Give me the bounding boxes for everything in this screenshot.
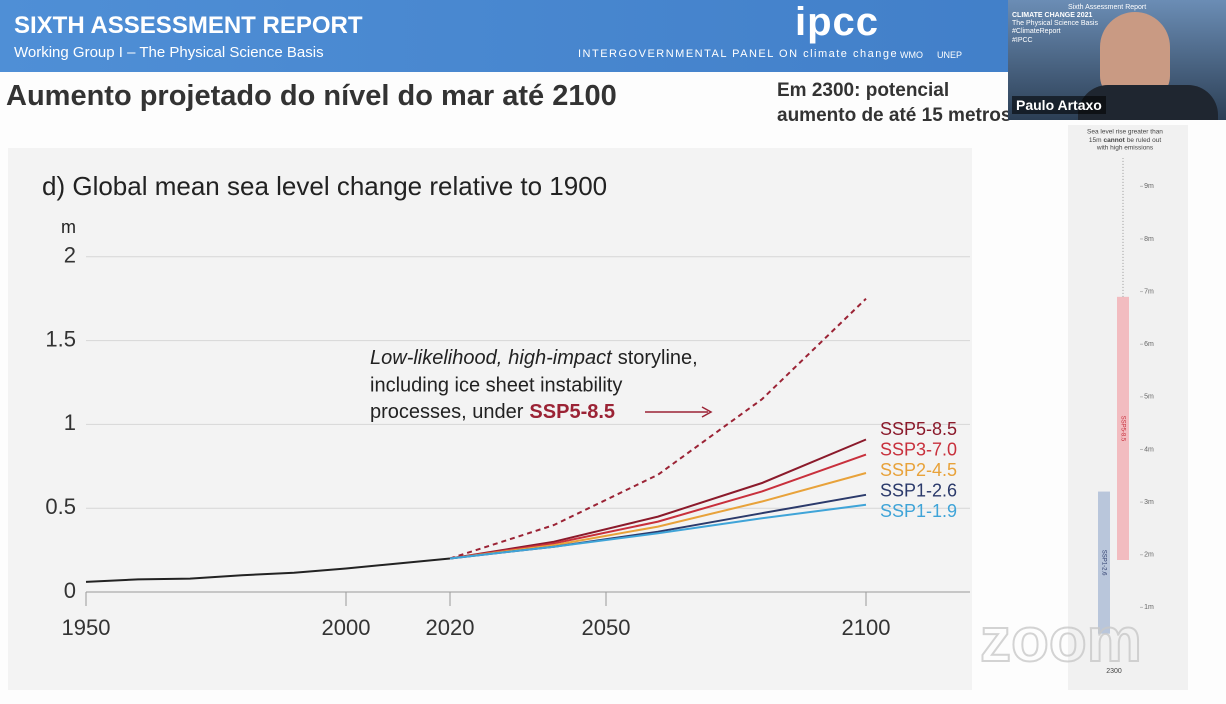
bar-label: SSP5-8.5 [1119, 416, 1125, 442]
y-tick-label: 1.5 [45, 326, 76, 351]
legend-label: SSP2-4.5 [880, 460, 957, 480]
legend-label: SSP1-1.9 [880, 501, 957, 521]
overlay-text: Sixth Assessment Report [1068, 4, 1147, 11]
annotation-part: processes, under [370, 401, 524, 423]
series-line [449, 503, 867, 560]
x-tick-label: 2020 [426, 615, 475, 640]
overlay-text: #IPCC [1012, 37, 1033, 44]
y-axis-label: m [61, 217, 76, 237]
title-part: cannot [1104, 137, 1126, 144]
partner: WMO [900, 50, 923, 60]
range-bar [1117, 296, 1129, 560]
y-tick-label: 2m [1144, 552, 1154, 559]
x-tick-label: 1950 [62, 615, 111, 640]
y-tick-label: 0.5 [45, 494, 76, 519]
y-tick-label: 1m [1144, 604, 1154, 611]
series-line [449, 297, 867, 560]
series-line [449, 472, 867, 560]
logo: ipcc [795, 0, 880, 44]
note-line: Em 2300: potencial [777, 80, 950, 101]
overlay-text: CLIMATE CHANGE 2021 [1012, 12, 1093, 19]
annotation-part: high-impact [508, 347, 613, 369]
note-line: aumento de até 15 metros [777, 105, 1012, 126]
annotation-part: SSP5-8.5 [529, 401, 615, 423]
legend-label: SSP5-8.5 [880, 419, 957, 439]
legend-label: SSP1-2.6 [880, 480, 957, 500]
note: Em 2300: potencial aumento de até 15 met… [777, 78, 1011, 128]
report-title: SIXTH ASSESSMENT REPORT [14, 12, 363, 39]
range-bar [1098, 491, 1110, 634]
chart-title: d) Global mean sea level change relative… [42, 171, 607, 201]
overlay-text: #ClimateReport [1012, 28, 1061, 35]
report-subtitle: Working Group I – The Physical Science B… [14, 44, 324, 61]
y-tick-label: 7m [1144, 288, 1154, 295]
legend-label: SSP3-7.0 [880, 439, 957, 459]
chart-title: 15m cannot be ruled out [1089, 137, 1161, 144]
y-tick-label: 2 [64, 243, 76, 268]
y-tick-label: 8m [1144, 236, 1154, 243]
x-tick-label: 2050 [582, 615, 631, 640]
y-tick-label: 4m [1144, 446, 1154, 453]
y-tick-label: 9m [1144, 183, 1154, 190]
x-tick-label: 2000 [322, 615, 371, 640]
chart-title: Sea level rise greater than [1087, 129, 1163, 136]
y-tick-label: 1 [64, 410, 76, 435]
annotation-part: Low-likelihood, [370, 347, 502, 369]
series-line [449, 453, 867, 560]
partner: UNEP [937, 50, 963, 60]
y-tick-label: 3m [1144, 499, 1154, 506]
chart-title: with high emissions [1096, 145, 1154, 152]
watermark: zoom [979, 605, 1143, 676]
chart-panel [8, 148, 972, 690]
overlay-text: The Physical Science Basis [1012, 20, 1098, 27]
series-line [449, 438, 867, 560]
arrow-head [701, 406, 713, 418]
series-line [85, 557, 451, 583]
title-part: be ruled out [1127, 137, 1162, 144]
annotation-part: storyline, [618, 347, 698, 369]
video-tile: Sixth Assessment Report CLIMATE CHANGE 2… [1008, 0, 1226, 120]
y-tick-label: 0 [64, 578, 76, 603]
title-part: 15m [1089, 137, 1102, 144]
bar-label: SSP1-2.6 [1100, 550, 1106, 576]
y-tick-label: 6m [1144, 341, 1154, 348]
x-tick-label: 2300 [1106, 668, 1122, 675]
annotation: Low-likelihood, high-impact storyline, [370, 347, 698, 369]
annotation: processes, under SSP5-8.5 [370, 401, 615, 423]
x-tick-label: 2100 [842, 615, 891, 640]
panel-name: INTERGOVERNMENTAL PANEL ON climate chang… [578, 48, 899, 60]
slide-title: Aumento projetado do nível do mar até 21… [6, 80, 617, 112]
annotation: including ice sheet instability [370, 374, 622, 396]
speaker-name: Paulo Artaxo [1012, 96, 1106, 114]
y-tick-label: 5m [1144, 394, 1154, 401]
